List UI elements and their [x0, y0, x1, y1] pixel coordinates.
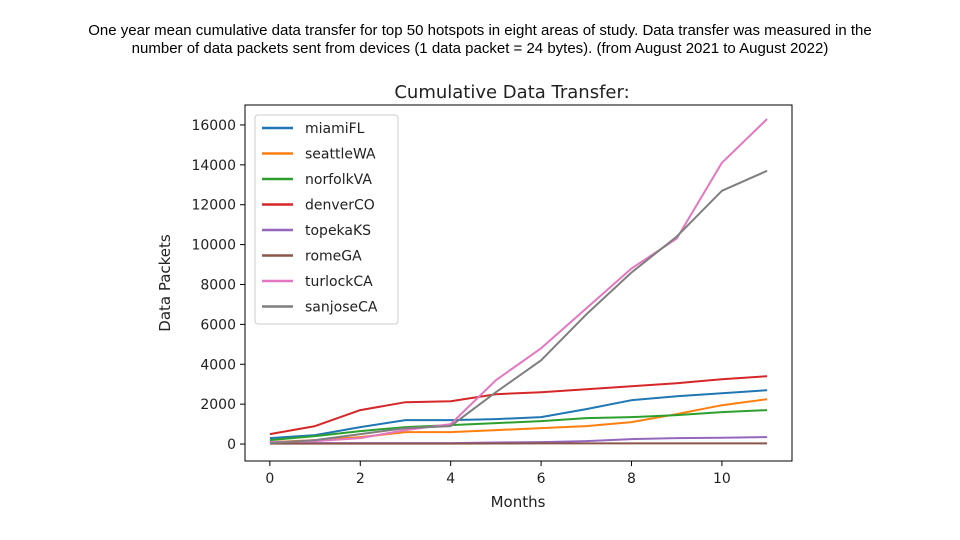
y-tick-label: 14000: [191, 158, 236, 174]
series-line-miamiFL: [269, 389, 768, 440]
x-tick-label: 2: [356, 471, 365, 487]
legend: miamiFL seattleWA norfolkVA denverCO topekaK…: [254, 114, 399, 325]
legend-label-sanjoseCA: sanjoseCA: [305, 300, 378, 316]
legend-label-topekaKS: topekaKS: [305, 223, 371, 239]
series-line-norfolkVA: [269, 409, 768, 442]
y-axis-label: Data Packets: [156, 234, 174, 332]
legend-label-norfolkVA: norfolkVA: [305, 172, 372, 188]
y-tick-label: 2000: [200, 397, 236, 413]
x-tick-label: 0: [265, 471, 274, 487]
legend-box: [254, 114, 399, 325]
x-tick-label: 10: [713, 471, 731, 487]
y-tick-label: 4000: [200, 357, 236, 373]
y-tick-label: 16000: [191, 118, 236, 134]
y-tick-label: 10000: [191, 238, 236, 254]
caption-line-2: number of data packets sent from devices…: [131, 40, 829, 57]
series-line-sanjoseCA: [269, 169, 768, 445]
x-tick-label: 8: [627, 471, 636, 487]
y-tick-label: 8000: [200, 277, 236, 293]
legend-label-seattleWA: seattleWA: [305, 147, 376, 163]
y-axis: 0 2000 4000 6000 8000 10000 12000 14000 16000: [191, 118, 245, 453]
figure-caption: One year mean cumulative data transfer f…: [20, 22, 940, 58]
series-lines: [269, 118, 768, 445]
x-axis: 0 2 4 6 8 10: [265, 461, 731, 487]
legend-label-miamiFL: miamiFL: [305, 121, 365, 137]
caption-line-1: One year mean cumulative data transfer f…: [88, 22, 872, 39]
chart-title: Cumulative Data Transfer:: [394, 82, 629, 103]
legend-label-romeGA: romeGA: [305, 249, 362, 265]
y-tick-label: 6000: [200, 317, 236, 333]
series-line-denverCO: [269, 375, 768, 436]
y-tick-label: 12000: [191, 198, 236, 214]
y-tick-label: 0: [227, 437, 236, 453]
legend-label-turlockCA: turlockCA: [305, 274, 373, 290]
x-tick-label: 6: [537, 471, 546, 487]
x-tick-label: 4: [446, 471, 455, 487]
plot-area-frame: [244, 104, 793, 462]
x-axis-label: Months: [491, 493, 546, 511]
legend-label-denverCO: denverCO: [305, 198, 375, 214]
series-line-turlockCA: [269, 118, 768, 444]
